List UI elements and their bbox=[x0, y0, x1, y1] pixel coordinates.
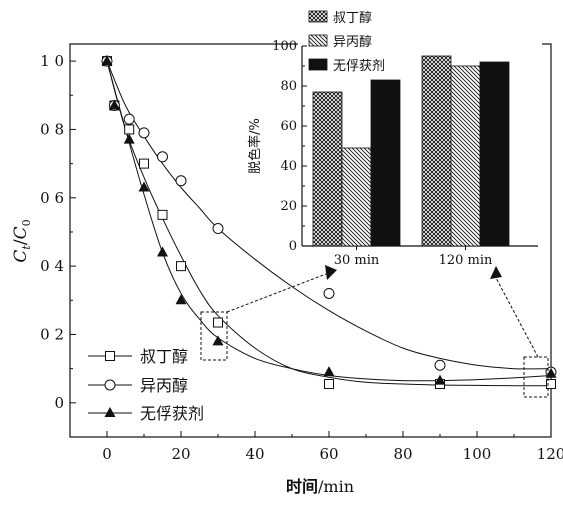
data-point-isopropanol bbox=[157, 151, 168, 163]
inset-y-tick-label: 60 bbox=[280, 119, 297, 134]
arrowhead-120min bbox=[490, 266, 502, 279]
x-tick-label: 20 bbox=[171, 445, 190, 463]
inset-legend-label-isopropanol: 异丙醇 bbox=[333, 34, 372, 50]
data-point-isopropanol bbox=[212, 223, 224, 235]
data-point-tert-butanol bbox=[324, 379, 334, 390]
main-axes: 0 20 40 60 80 100 120 0 0 2 0 4 0 6 0 8 1 0 bbox=[40, 52, 563, 463]
arrow-line-30min bbox=[226, 273, 327, 313]
data-point-isopropanol bbox=[138, 127, 150, 139]
legend-item-tert-butanol: 叔丁醇 bbox=[88, 347, 188, 366]
inset-legend-swatch-isopropanol bbox=[308, 34, 328, 47]
y-tick-label: 0 4 bbox=[40, 257, 64, 275]
inset-legend-swatch-no-scavenger bbox=[308, 58, 328, 71]
highlight-box-30min bbox=[200, 311, 228, 361]
bar-tert-butanol bbox=[421, 55, 452, 247]
inset-category-label: 30 min bbox=[334, 253, 380, 268]
main-legend: 叔丁醇 异丙醇 无俘获剂 bbox=[88, 347, 204, 423]
inset-legend-swatch-tert-butanol bbox=[308, 10, 328, 23]
inset-y-tick-label: 100 bbox=[272, 39, 297, 54]
arrowhead-30min bbox=[325, 265, 337, 280]
inset-bar-chart: 0 20 40 60 80 100 30 min 120 min 脱色率/% 叔丁醇 异丙醇 … bbox=[247, 10, 542, 268]
fit-curve-no-scavenger bbox=[106, 60, 552, 382]
data-point-no-scavenger bbox=[434, 374, 446, 385]
data-point-no-scavenger bbox=[175, 294, 187, 305]
inset-axes: 0 20 40 60 80 100 30 min 120 min bbox=[272, 39, 493, 268]
x-tick-label: 60 bbox=[319, 445, 338, 463]
data-point-tert-butanol bbox=[157, 209, 168, 220]
inset-category-label: 120 min bbox=[439, 253, 493, 268]
inset-y-tick-label: 40 bbox=[280, 159, 297, 174]
inset-legend-label-tert-butanol: 叔丁醇 bbox=[333, 10, 372, 26]
inset-y-tick-label: 20 bbox=[280, 199, 297, 214]
y-tick-label: 0 2 bbox=[40, 325, 64, 343]
bar-no-scavenger bbox=[479, 61, 510, 247]
x-tick-label: 100 bbox=[463, 445, 492, 463]
bar-tert-butanol bbox=[312, 91, 343, 247]
main-x-axis-label: 时间/min bbox=[286, 477, 354, 496]
legend-item-isopropanol: 异丙醇 bbox=[88, 376, 188, 395]
data-point-no-scavenger bbox=[157, 246, 168, 257]
legend-triangle-marker bbox=[104, 407, 116, 417]
data-point-no-scavenger bbox=[323, 366, 335, 377]
data-point-tert-butanol bbox=[546, 379, 556, 390]
data-point-no-scavenger bbox=[108, 99, 120, 110]
data-point-no-scavenger bbox=[138, 181, 150, 192]
legend-label-tert-butanol: 叔丁醇 bbox=[140, 347, 188, 366]
y-tick-label: 0 6 bbox=[40, 189, 64, 207]
data-point-tert-butanol bbox=[176, 261, 186, 272]
data-point-no-scavenger bbox=[212, 335, 224, 346]
decay-line-chart: 0 20 40 60 80 100 120 0 0 2 0 4 0 6 0 8 1 0 Ct/C0 时间… bbox=[11, 43, 563, 496]
fit-curve-isopropanol bbox=[106, 60, 552, 370]
legend-square-marker bbox=[105, 351, 115, 361]
data-point-tert-butanol bbox=[139, 158, 149, 169]
y-tick-label: 0 bbox=[54, 394, 64, 412]
inset-legend: 叔丁醇 异丙醇 无俘获剂 bbox=[308, 10, 385, 74]
legend-label-isopropanol: 异丙醇 bbox=[140, 376, 188, 395]
fit-curve-tert-butanol bbox=[106, 60, 552, 387]
x-tick-label: 40 bbox=[245, 445, 264, 463]
main-fit-curves bbox=[106, 60, 552, 387]
y-tick-label: 0 8 bbox=[40, 120, 64, 138]
data-point-isopropanol bbox=[123, 113, 135, 125]
x-tick-label: 120 bbox=[537, 445, 563, 463]
data-point-no-scavenger bbox=[123, 133, 135, 144]
inset-legend-label-no-scavenger: 无俘获剂 bbox=[333, 59, 385, 74]
data-point-isopropanol bbox=[434, 359, 446, 371]
highlight-box-120min bbox=[523, 356, 549, 398]
arrow-line-120min bbox=[494, 275, 539, 358]
inset-y-tick-label: 80 bbox=[280, 79, 297, 94]
main-y-axis-label: Ct/C0 bbox=[11, 219, 33, 262]
data-point-tert-butanol bbox=[124, 124, 135, 135]
y-tick-label: 1 0 bbox=[40, 52, 64, 70]
legend-item-no-scavenger: 无俘获剂 bbox=[88, 404, 204, 423]
data-point-tert-butanol bbox=[213, 317, 223, 328]
bar-isopropanol bbox=[341, 147, 372, 247]
inset-bars bbox=[312, 55, 510, 247]
x-tick-label: 80 bbox=[393, 445, 412, 463]
bar-isopropanol bbox=[450, 65, 481, 247]
main-data-markers bbox=[101, 55, 557, 390]
x-tick-label: 0 bbox=[102, 445, 112, 463]
legend-label-no-scavenger: 无俘获剂 bbox=[140, 404, 204, 423]
bar-no-scavenger bbox=[370, 79, 401, 247]
data-point-no-scavenger bbox=[101, 55, 113, 66]
legend-circle-marker bbox=[104, 379, 116, 391]
data-point-isopropanol bbox=[175, 175, 187, 187]
inset-y-axis-label: 脱色率/% bbox=[247, 118, 263, 174]
data-point-isopropanol bbox=[323, 287, 335, 299]
inset-y-tick-label: 0 bbox=[289, 239, 297, 254]
